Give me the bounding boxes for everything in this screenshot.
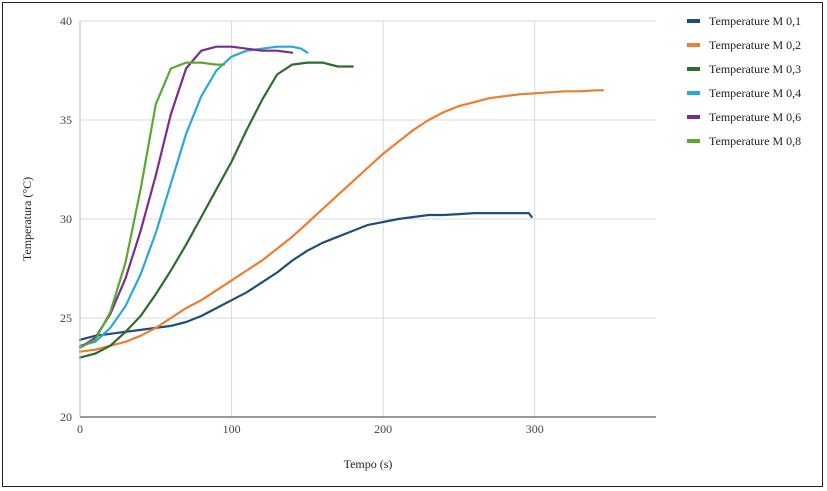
x-tick-label: 100 [223,422,241,436]
series-line-4 [78,45,309,347]
series-line-1 [78,212,533,341]
y-tick-label: 20 [60,410,72,424]
legend-label: Temperature M 0,6 [709,110,801,124]
legend: Temperature M 0,1 Temperature M 0,2 Temper… [687,14,801,148]
x-tick-label: 300 [526,422,544,436]
x-axis-title: Tempo (s) [344,457,393,471]
y-tick-label: 35 [60,113,72,127]
legend-label: Temperature M 0,1 [709,14,801,28]
series-line-6 [78,61,226,349]
y-tick-label: 30 [60,212,72,226]
grid [80,20,656,417]
legend-label: Temperature M 0,3 [709,62,801,76]
y-tick-label: 40 [60,14,72,28]
x-tick-label: 200 [374,422,392,436]
legend-label: Temperature M 0,2 [709,38,801,52]
axes: 20 25 30 35 40 0 100 200 300 [60,14,656,436]
x-tick-label: 0 [77,422,83,436]
series-line-5 [78,45,294,349]
y-tick-label: 25 [60,311,72,325]
series-line-3 [78,61,354,359]
series-line-2 [78,89,605,353]
legend-label: Temperature M 0,8 [709,134,801,148]
y-axis-title: Temperatura (°C) [20,177,34,261]
series-lines [78,45,605,359]
legend-label: Temperature M 0,4 [709,86,801,100]
